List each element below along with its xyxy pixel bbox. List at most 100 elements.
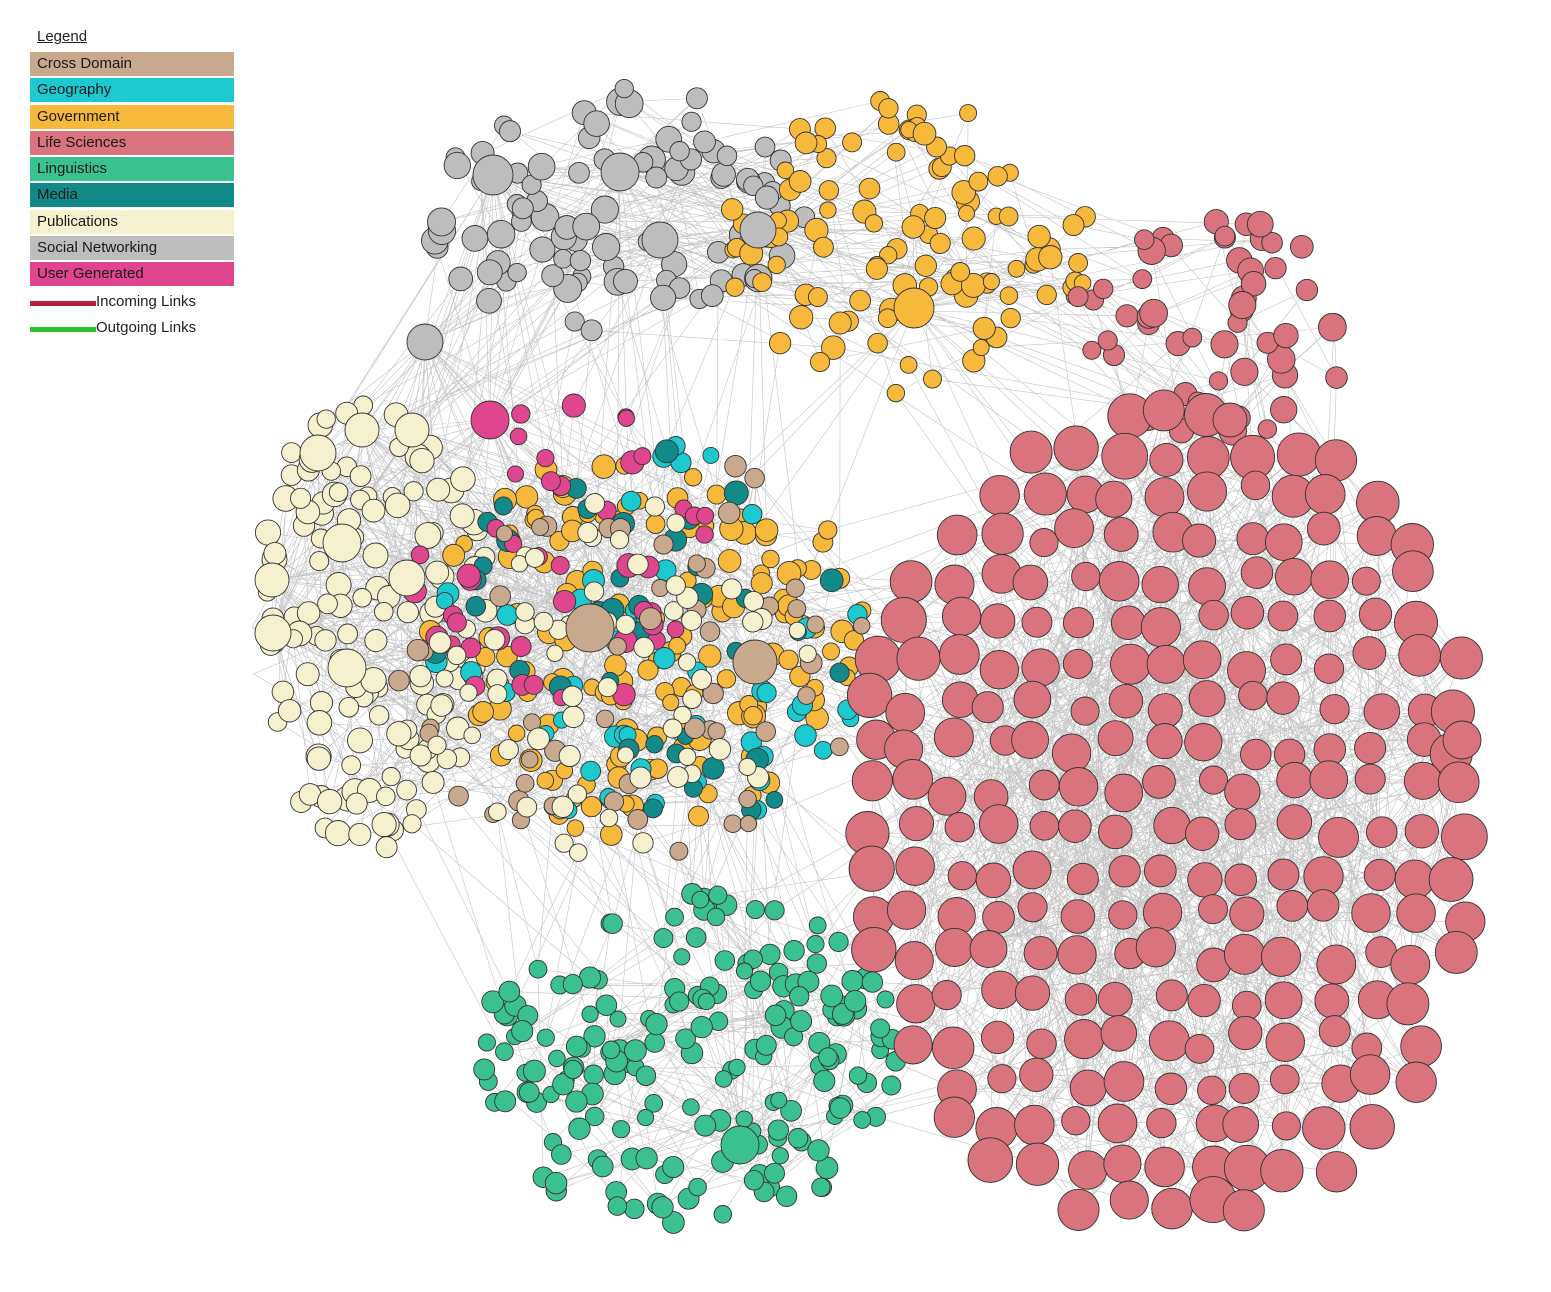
geography-node <box>620 490 642 512</box>
government-node <box>842 132 863 153</box>
life-sciences-node <box>851 760 893 802</box>
legend-item-life-sciences: Life Sciences <box>30 130 234 155</box>
life-sciences-node <box>1098 814 1133 850</box>
user-generated-node <box>666 620 685 639</box>
social-networking-node <box>572 212 601 241</box>
government-node <box>1000 307 1021 329</box>
life-sciences-node <box>1144 477 1185 518</box>
government-node <box>698 644 722 668</box>
publications-node <box>527 727 550 751</box>
social-networking-node <box>614 78 634 99</box>
cross-domain-node <box>755 721 776 742</box>
life-sciences-node <box>1135 927 1177 968</box>
linguistics-node <box>806 935 825 954</box>
life-sciences-node <box>1134 229 1155 250</box>
life-sciences-node <box>978 804 1019 844</box>
life-sciences-node <box>1182 523 1217 558</box>
life-sciences-node <box>1108 683 1144 719</box>
life-sciences-node <box>1146 1107 1177 1139</box>
life-sciences-node <box>1057 1188 1100 1231</box>
life-sciences-node <box>1273 322 1299 349</box>
life-sciences-node <box>1210 330 1239 359</box>
linguistics-node <box>583 1025 606 1048</box>
user-generated-node <box>446 612 467 633</box>
linguistics-node <box>473 1058 496 1081</box>
social-networking-node <box>580 319 603 342</box>
government-node <box>662 693 680 712</box>
legend: Legend Cross Domain Geography Government… <box>30 28 250 341</box>
life-sciences-node <box>1101 432 1149 480</box>
cross-domain-node <box>565 603 615 653</box>
life-sciences-node <box>1139 298 1168 328</box>
life-sciences-node <box>1363 693 1401 730</box>
linguistics-node <box>581 1005 599 1023</box>
linguistics-node <box>697 992 716 1011</box>
publications-node <box>409 744 432 767</box>
government-node <box>961 226 986 251</box>
linguistics-node <box>477 1033 496 1052</box>
life-sciences-node <box>1315 1151 1358 1193</box>
life-sciences-node <box>1356 516 1397 556</box>
cross-domain-node <box>684 717 706 739</box>
life-sciences-node <box>1109 1180 1149 1220</box>
publications-node <box>678 653 697 672</box>
life-sciences-node <box>1240 556 1274 589</box>
social-networking-node <box>711 162 736 187</box>
life-sciences-node <box>1400 1025 1442 1068</box>
government-node <box>767 255 786 275</box>
publications-node <box>497 739 519 761</box>
publications-node <box>394 412 430 448</box>
publications-node <box>396 601 419 624</box>
linguistics-node <box>714 1070 733 1088</box>
life-sciences-node <box>979 650 1019 690</box>
cross-domain-node <box>707 722 726 741</box>
media-node <box>645 735 664 754</box>
linguistics-node <box>764 900 785 921</box>
government-node <box>865 257 888 280</box>
publications-node <box>597 677 618 698</box>
user-generated-node <box>696 506 715 525</box>
linguistics-node <box>735 1110 753 1128</box>
social-networking-node <box>569 249 592 272</box>
linguistics-node <box>771 1147 789 1165</box>
cross-domain-node <box>520 750 539 769</box>
life-sciences-node <box>1198 599 1229 631</box>
linguistics-node <box>764 1162 785 1184</box>
social-networking-node <box>499 120 521 143</box>
user-generated-node <box>561 393 586 418</box>
government-node <box>812 236 834 258</box>
publications-node <box>309 551 330 572</box>
linguistics-node <box>607 1196 628 1216</box>
life-sciences-node <box>980 603 1016 639</box>
government-node <box>972 339 990 357</box>
life-sciences-node <box>1289 234 1314 259</box>
life-sciences-node <box>1304 474 1346 515</box>
cross-domain-node <box>595 709 615 729</box>
life-sciences-node <box>896 636 941 681</box>
life-sciences-node <box>1108 900 1138 930</box>
life-sciences-node <box>885 692 926 733</box>
life-sciences-node <box>931 980 962 1011</box>
linguistics-node <box>682 1098 700 1116</box>
life-sciences-node <box>1060 899 1096 934</box>
government-node <box>761 549 780 569</box>
life-sciences-node <box>1318 312 1347 342</box>
linguistics-node <box>876 990 895 1009</box>
publications-node <box>317 593 338 615</box>
publications-node <box>263 541 287 565</box>
government-node <box>828 311 852 335</box>
cross-domain-node <box>699 621 721 642</box>
publications-node <box>524 547 545 568</box>
government-node <box>958 204 975 222</box>
life-sciences-node <box>1188 680 1226 718</box>
linguistics-node <box>624 1198 645 1220</box>
publications-node <box>583 581 605 602</box>
linguistics-node <box>735 962 754 980</box>
publications-node <box>533 611 554 632</box>
life-sciences-node <box>1021 606 1053 638</box>
social-networking-node <box>739 211 777 249</box>
government-node <box>1068 253 1088 273</box>
life-sciences-node <box>1267 600 1299 632</box>
life-sciences-node <box>1187 862 1223 898</box>
publications-node <box>403 481 424 502</box>
